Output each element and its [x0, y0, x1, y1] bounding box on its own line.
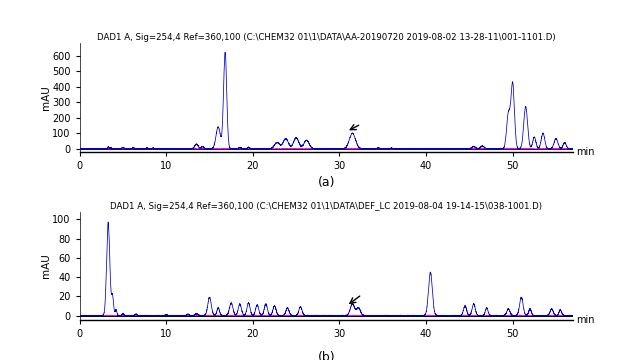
Text: min: min: [576, 147, 594, 157]
Y-axis label: mAU: mAU: [41, 85, 51, 110]
Text: (a): (a): [318, 176, 335, 189]
Title: DAD1 A, Sig=254,4 Ref=360,100 (C:\CHEM32 01\1\DATA\DEF_LC 2019-08-04 19-14-15\03: DAD1 A, Sig=254,4 Ref=360,100 (C:\CHEM32…: [110, 202, 543, 211]
Title: DAD1 A, Sig=254,4 Ref=360,100 (C:\CHEM32 01\1\DATA\AA-20190720 2019-08-02 13-28-: DAD1 A, Sig=254,4 Ref=360,100 (C:\CHEM32…: [97, 33, 555, 42]
Text: min: min: [576, 315, 594, 325]
Y-axis label: mAU: mAU: [41, 254, 51, 278]
Text: (b): (b): [318, 351, 335, 360]
